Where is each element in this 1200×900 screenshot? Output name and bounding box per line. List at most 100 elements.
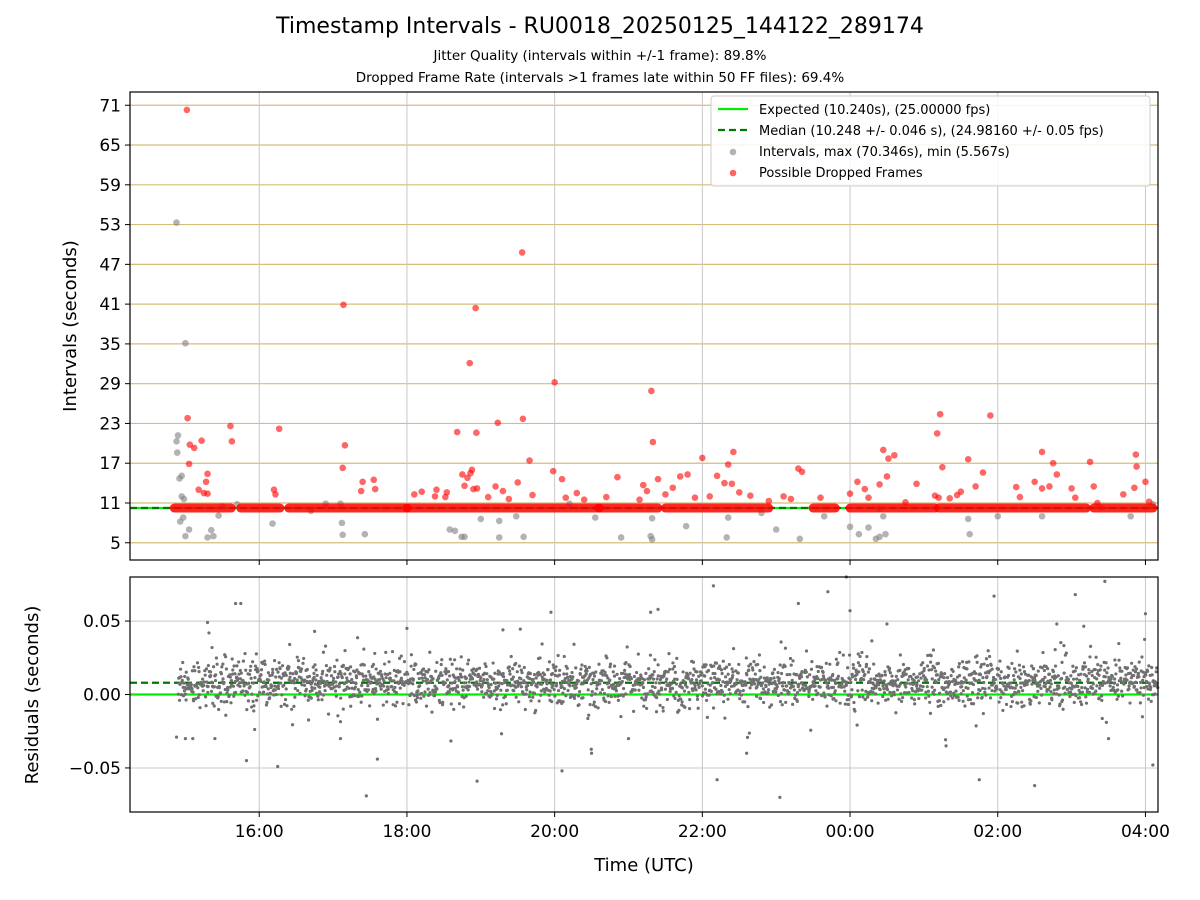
dropped-point-26 (879, 446, 887, 454)
residual-point (350, 677, 354, 682)
interval-point-1 (182, 339, 189, 347)
residual-point (755, 694, 759, 698)
residual-point (1084, 695, 1088, 699)
residual-point (901, 662, 906, 667)
residual-point (694, 688, 698, 692)
residual-point (214, 673, 218, 677)
residual-point (621, 686, 626, 691)
residual-point (636, 652, 640, 656)
interval-point-48 (876, 533, 883, 541)
residual-point (657, 692, 661, 696)
dropped-point-18 (494, 419, 502, 427)
dropped-point-40 (204, 490, 211, 498)
residual-point (682, 689, 687, 693)
residual-point (677, 694, 681, 698)
residual-point (326, 712, 331, 716)
residual-point (1011, 693, 1015, 697)
residual-point (675, 656, 679, 660)
residual-point (1071, 664, 1075, 668)
residual-point (525, 688, 529, 692)
residual-point (983, 690, 987, 694)
residual-point (876, 678, 880, 682)
residual-point (1085, 690, 1089, 694)
residual-point (704, 663, 708, 667)
residual-point (302, 656, 306, 661)
residual-point (1095, 684, 1099, 688)
residual-point (1063, 691, 1067, 695)
residual-point (202, 680, 206, 684)
residual-point (238, 684, 242, 689)
residual-point (1104, 720, 1108, 724)
residual-point (502, 674, 506, 679)
residual-point (711, 681, 715, 685)
residual-point (600, 687, 604, 692)
dropped-point-124 (787, 495, 795, 503)
residual-point (685, 685, 689, 689)
residual-point (321, 669, 325, 673)
residual-point (656, 663, 660, 667)
residual-point (310, 685, 314, 690)
residual-point (238, 681, 242, 685)
dropped-point-104 (979, 469, 987, 476)
residual-point (176, 692, 180, 696)
residual-point (323, 644, 328, 648)
residual-point (482, 695, 486, 699)
interval-point-15 (207, 526, 215, 534)
dropped-point-27 (936, 410, 944, 418)
residual-point (719, 683, 723, 688)
residual-point (353, 694, 357, 698)
residual-point (779, 691, 783, 695)
dropped-point-87 (798, 468, 806, 476)
residual-point (933, 688, 937, 692)
residual-point (1043, 675, 1047, 679)
residual-point (254, 698, 259, 702)
residual-point (643, 698, 648, 702)
residual-point (191, 690, 195, 694)
residual-point (728, 692, 732, 696)
dropped-point-49 (418, 488, 426, 496)
chart-title: Timestamp Intervals - RU0018_20250125_14… (276, 14, 924, 39)
residual-point (855, 672, 859, 676)
residual-point (868, 680, 872, 684)
dropped-point-113 (1090, 483, 1098, 490)
residual-point (518, 682, 522, 686)
residual-outlier-34 (944, 744, 948, 748)
residual-point (373, 687, 378, 691)
residual-point (381, 684, 386, 688)
residual-point (1130, 661, 1134, 665)
residual-point (667, 652, 671, 656)
residual-point (1146, 669, 1150, 674)
residual-point (1133, 670, 1138, 674)
residual-point (745, 673, 749, 677)
residual-point (451, 687, 455, 691)
residual-point (231, 668, 235, 672)
residual-point (449, 702, 453, 706)
residual-point (765, 676, 769, 680)
residual-point (1062, 644, 1066, 648)
residual-point (409, 653, 414, 657)
residual-point (251, 660, 255, 664)
residual-point (517, 664, 521, 668)
residual-point (585, 669, 589, 673)
residual-point (232, 694, 236, 698)
residual-point (1074, 666, 1078, 670)
residual-point (321, 650, 326, 654)
residual-point (455, 685, 460, 689)
residual-point (669, 682, 673, 686)
residual-point (918, 684, 923, 688)
residual-point (360, 694, 364, 698)
residual-point (768, 705, 772, 709)
residual-point (1141, 678, 1145, 682)
intervals-ytick-label-41: 41 (99, 295, 121, 315)
residual-point (760, 681, 765, 685)
residual-point (217, 686, 221, 690)
intervals-ytick-label-17: 17 (99, 454, 121, 474)
residual-point (334, 680, 338, 684)
residual-point (860, 688, 864, 692)
residual-point (474, 680, 479, 684)
residual-point (424, 704, 429, 708)
dropped-point-82 (724, 461, 732, 468)
residual-point (791, 702, 795, 706)
residual-point (947, 681, 952, 685)
